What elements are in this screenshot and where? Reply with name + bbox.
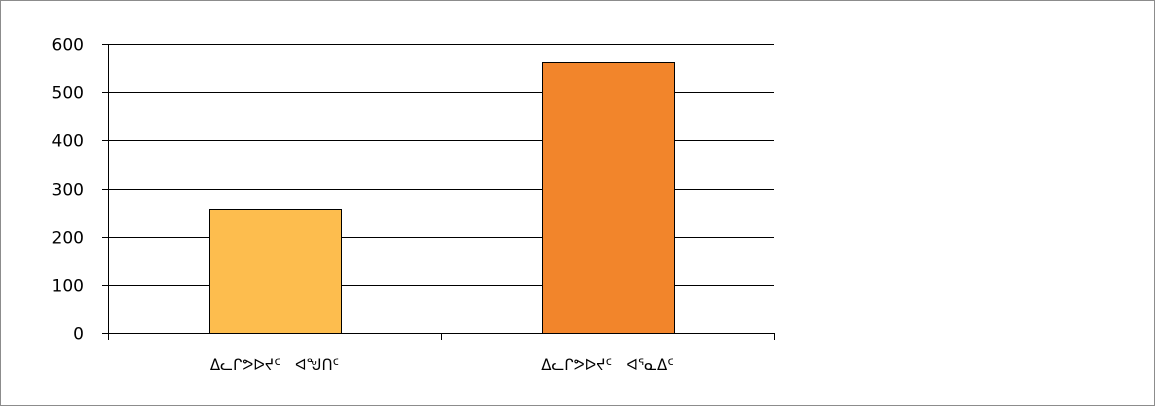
axis-labels: 0 100 200 300 400 500 600 ᐃᓚᒋᕗᐅᔪᑦ ᐊᖑᑎᑦ ᐃᓚᒋᕗᐅᔪᑦ ᐊ…: [52, 36, 674, 375]
x-category-label: ᐃᓚᒋᕗᐅᔪᑦ ᐊᖑᑎᑦ: [210, 356, 339, 374]
y-tick-label: 100: [52, 277, 84, 297]
axes: [102, 44, 775, 340]
bar-0: [209, 209, 342, 334]
y-tick-label: 200: [52, 229, 84, 249]
y-tick-label: 500: [52, 84, 84, 104]
y-tick-label: 600: [52, 36, 84, 56]
y-tick-label: 300: [52, 181, 84, 201]
y-tick-label: 400: [52, 132, 84, 152]
x-category-label: ᐃᓚᒋᕗᐅᔪᑦ ᐊᕐᓇᐃᑦ: [541, 356, 673, 374]
y-tick-label: 0: [73, 325, 84, 345]
bar-1: [542, 62, 675, 334]
bars: [209, 62, 675, 334]
